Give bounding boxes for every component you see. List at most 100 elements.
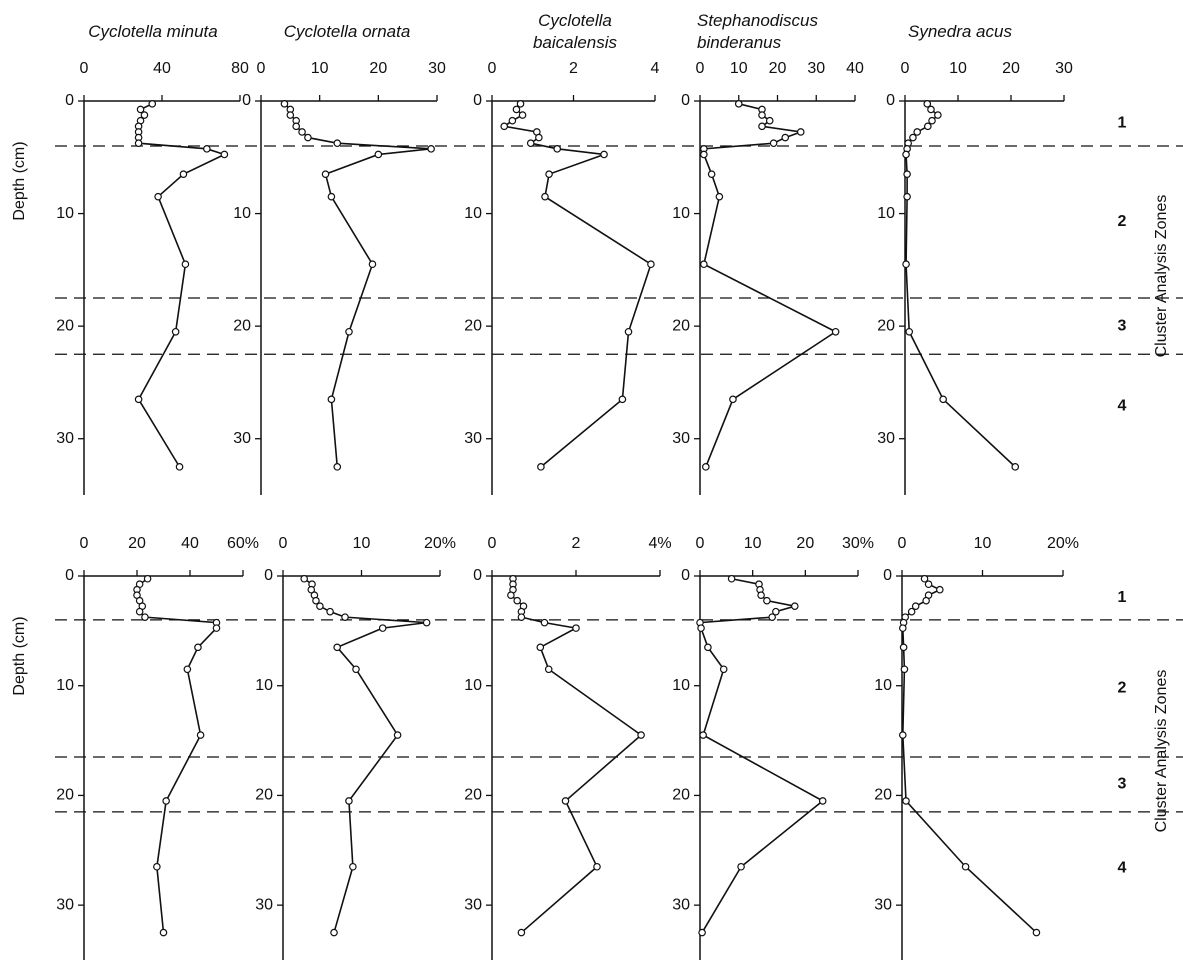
y-tick-label: 10 bbox=[56, 205, 74, 222]
data-point bbox=[697, 624, 705, 632]
y-tick-label: 30 bbox=[464, 896, 482, 913]
x-tick-label: 20% bbox=[1047, 535, 1079, 552]
x-tick-label: 0 bbox=[257, 60, 266, 77]
x-tick-label: 10 bbox=[974, 535, 992, 552]
x-tick-label: 10 bbox=[353, 535, 371, 552]
data-point bbox=[593, 862, 601, 871]
data-point bbox=[183, 665, 192, 674]
x-tick-label: 0 bbox=[898, 535, 907, 552]
y-tick-label: 20 bbox=[56, 317, 74, 334]
x-tick-label: 40 bbox=[181, 535, 199, 552]
x-tick-label: 0 bbox=[488, 535, 497, 552]
data-point bbox=[924, 580, 933, 589]
zone-label: 1 bbox=[1118, 589, 1127, 606]
data-point bbox=[537, 463, 545, 471]
x-tick-label: 0 bbox=[80, 535, 89, 552]
y-tick-label: 30 bbox=[255, 896, 273, 913]
data-point bbox=[541, 192, 549, 201]
data-point bbox=[136, 105, 145, 114]
data-point bbox=[920, 574, 929, 583]
x-tick-label: 40 bbox=[153, 60, 171, 77]
x-tick-label: 30 bbox=[807, 60, 825, 77]
zone-label: 3 bbox=[1118, 317, 1127, 334]
y-tick-label: 30 bbox=[56, 430, 74, 447]
y-tick-label: 10 bbox=[464, 205, 482, 222]
y-tick-label: 10 bbox=[877, 205, 895, 222]
data-point bbox=[913, 128, 921, 136]
x-tick-label: 0 bbox=[279, 535, 288, 552]
data-point bbox=[768, 613, 776, 621]
y-axis-label: Depth (cm) bbox=[11, 616, 28, 695]
profile-line bbox=[902, 578, 1037, 934]
data-point bbox=[772, 607, 780, 616]
x-tick-label: 20 bbox=[796, 535, 814, 552]
data-point bbox=[212, 624, 221, 632]
data-point bbox=[143, 574, 152, 583]
profile-line bbox=[136, 578, 218, 933]
y-tick-label: 0 bbox=[264, 567, 273, 584]
data-point bbox=[540, 618, 549, 627]
data-point bbox=[909, 133, 917, 142]
data-point bbox=[286, 111, 295, 119]
data-point bbox=[727, 574, 736, 583]
data-point bbox=[899, 624, 907, 632]
data-point bbox=[422, 618, 431, 627]
data-point bbox=[141, 613, 149, 621]
data-point bbox=[304, 133, 312, 142]
data-point bbox=[378, 624, 387, 632]
y-tick-label: 10 bbox=[233, 205, 251, 222]
data-point bbox=[341, 613, 349, 621]
y-tick-label: 0 bbox=[681, 567, 690, 584]
x-tick-label: 30 bbox=[1055, 60, 1073, 77]
data-point bbox=[175, 463, 184, 471]
data-point bbox=[899, 731, 907, 739]
data-point bbox=[154, 192, 162, 201]
data-point bbox=[345, 327, 353, 336]
y-tick-label: 0 bbox=[65, 567, 74, 584]
data-point bbox=[1011, 463, 1020, 471]
zone-label: 4 bbox=[1118, 859, 1127, 876]
x-tick-label: 30% bbox=[842, 535, 874, 552]
data-point bbox=[899, 643, 908, 652]
y-tick-label: 0 bbox=[886, 92, 895, 109]
data-point bbox=[368, 260, 377, 269]
data-point bbox=[512, 105, 521, 114]
data-point bbox=[637, 731, 645, 739]
y-tick-label: 10 bbox=[874, 677, 892, 694]
zone-label: 2 bbox=[1118, 213, 1127, 230]
x-tick-label: 0 bbox=[80, 60, 89, 77]
data-point bbox=[927, 105, 935, 114]
x-tick-label: 60% bbox=[227, 535, 259, 552]
data-point bbox=[700, 150, 708, 159]
y-tick-label: 30 bbox=[56, 896, 74, 913]
x-tick-label: 2 bbox=[569, 60, 578, 77]
data-point bbox=[831, 327, 840, 336]
data-point bbox=[618, 395, 627, 404]
data-point bbox=[902, 797, 910, 805]
data-point bbox=[298, 128, 306, 136]
data-point bbox=[427, 145, 435, 153]
data-point bbox=[307, 585, 316, 594]
data-point bbox=[333, 139, 342, 148]
x-tick-label: 0 bbox=[696, 60, 705, 77]
y-tick-label: 20 bbox=[255, 787, 273, 804]
data-point bbox=[561, 797, 570, 805]
profile-line bbox=[905, 103, 1016, 468]
data-point bbox=[700, 260, 708, 269]
data-point bbox=[903, 170, 911, 178]
x-tick-label: 20 bbox=[369, 60, 387, 77]
panel-title: Cyclotella minuta bbox=[88, 22, 218, 41]
y-tick-label: 30 bbox=[672, 896, 690, 913]
profile-line bbox=[502, 103, 652, 468]
x-tick-label: 80 bbox=[231, 60, 249, 77]
data-point bbox=[719, 665, 728, 674]
data-point bbox=[553, 145, 562, 153]
data-point bbox=[715, 192, 724, 201]
data-point bbox=[903, 192, 911, 201]
y-tick-label: 20 bbox=[464, 317, 482, 334]
y-tick-label: 30 bbox=[233, 430, 251, 447]
data-point bbox=[536, 643, 545, 652]
data-point bbox=[600, 150, 608, 159]
